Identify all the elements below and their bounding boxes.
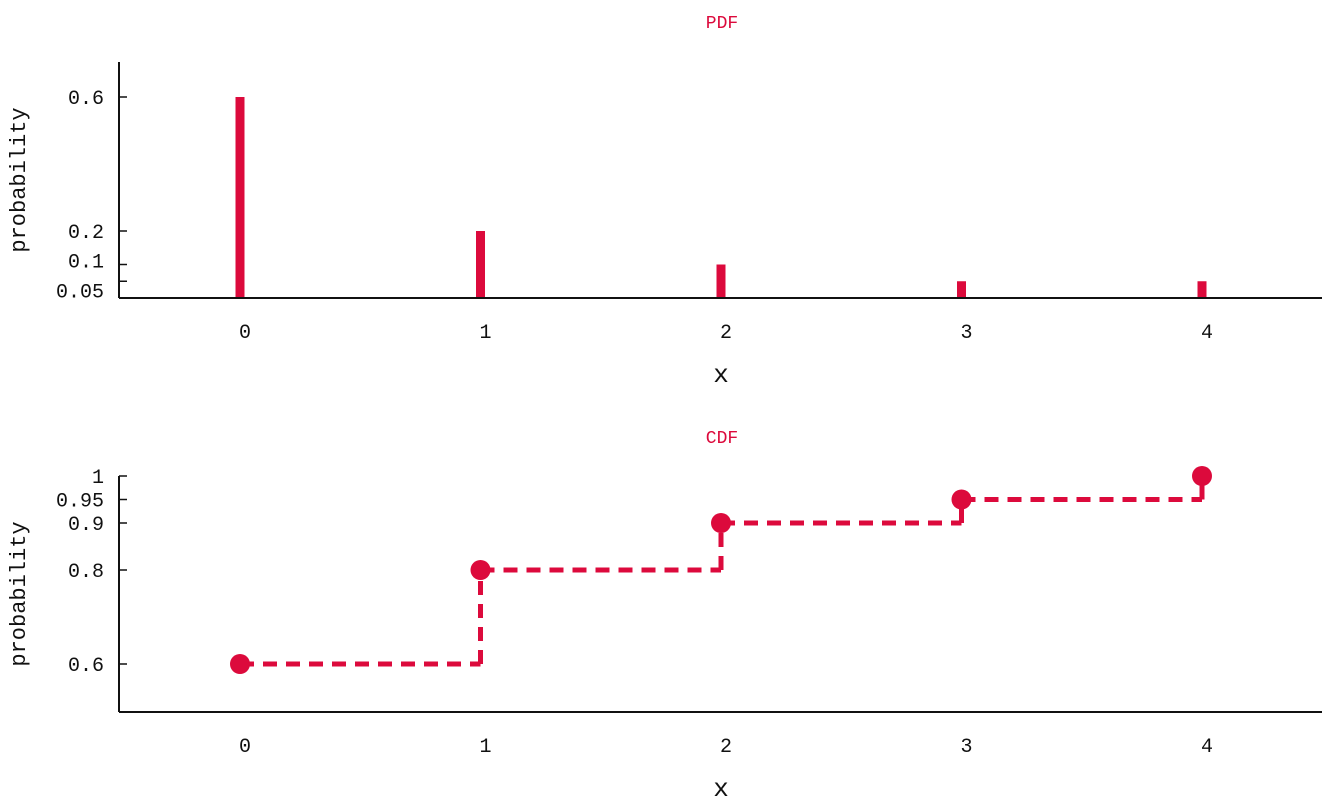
y-tick-label: 0.05 [56,281,104,304]
cdf-series [230,466,1212,674]
cdf-point [951,489,972,510]
cdf-point [470,560,491,580]
y-tick-label: 0.6 [68,655,104,678]
x-tick-label: 1 [479,736,491,759]
y-tick-label: 0.95 [56,491,104,514]
pdf-y-ticks: 0.6 0.2 0.1 0.05 [56,88,127,304]
pdf-bar [716,264,726,298]
cdf-point [230,654,250,674]
x-tick-label: 1 [479,322,491,345]
y-tick-label: 0.2 [68,222,104,245]
y-tick-label: 0.6 [68,88,104,111]
x-tick-label: 2 [720,322,732,345]
cdf-title: CDF [706,429,738,449]
x-tick-label: 0 [239,322,251,345]
cdf-y-axis-label: probability [7,521,32,666]
pdf-bar [476,231,485,298]
x-tick-label: 4 [1201,322,1213,345]
cdf-x-axis-label: x [713,774,729,804]
pdf-bar [957,281,966,298]
y-tick-label: 0.9 [68,514,104,537]
cdf-point [1192,466,1212,486]
cdf-point [711,513,731,533]
cdf-y-ticks: 0.6 0.8 0.90.951 [56,467,127,678]
y-tick-label: 1 [92,467,104,490]
pdf-bar [1197,281,1207,298]
y-tick-label: 0.1 [68,252,104,275]
pdf-y-axis-label: probability [7,107,32,252]
x-tick-label: 4 [1201,736,1213,759]
pdf-chart: PDF 0 1 2 3 4 0.6 0.2 0.1 0.05 x probability [7,14,1322,390]
pdf-title: PDF [706,14,738,34]
pdf-x-axis-label: x [713,360,729,390]
cdf-x-ticks: 0 1 2 3 4 [239,736,1213,759]
pdf-bars [235,97,1207,298]
x-tick-label: 2 [720,736,732,759]
pdf-bar [235,97,245,298]
x-tick-label: 3 [960,736,972,759]
y-tick-label: 0.8 [68,561,104,584]
x-tick-label: 0 [239,736,251,759]
x-tick-label: 3 [960,322,972,345]
pdf-x-ticks: 0 1 2 3 4 [239,322,1213,345]
